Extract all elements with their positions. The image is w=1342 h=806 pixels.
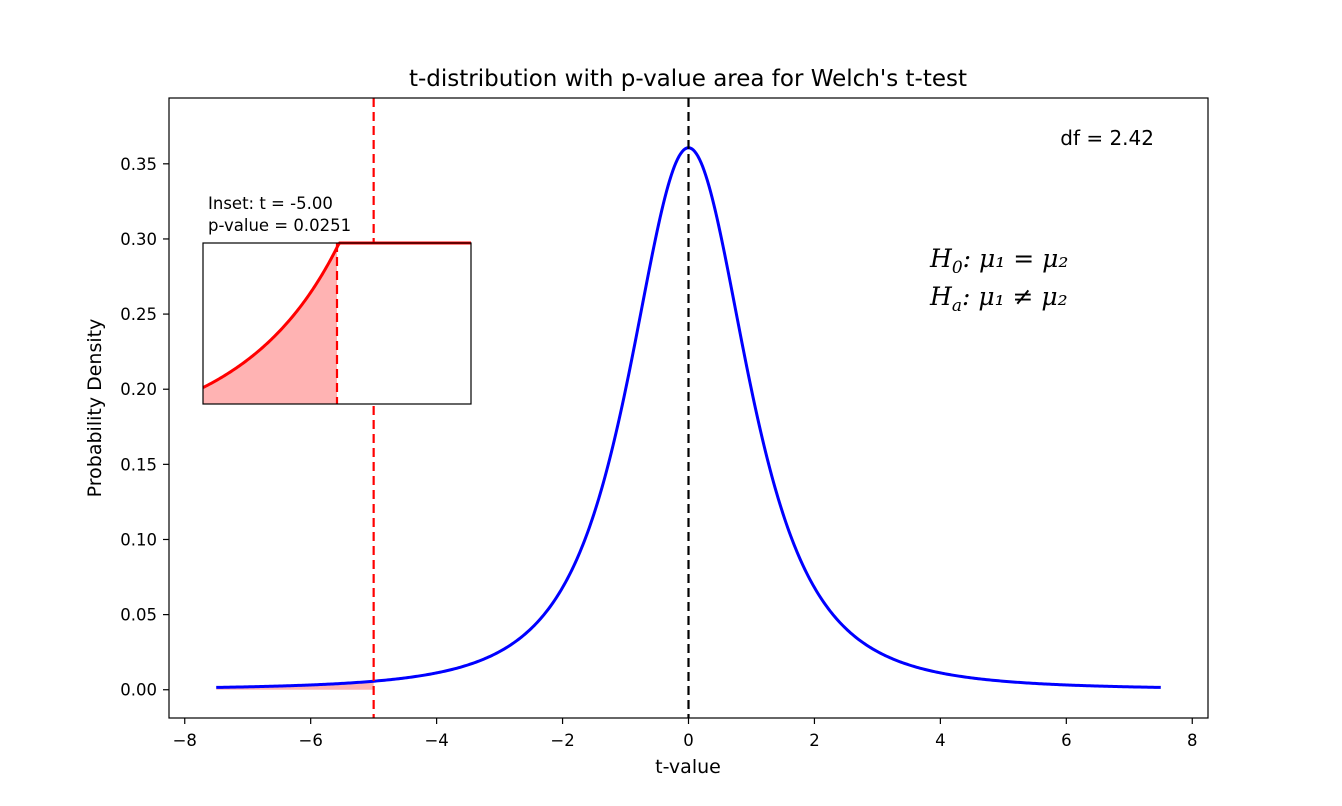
y-axis-label: Probability Density bbox=[84, 319, 106, 498]
inset-tail-area bbox=[203, 247, 337, 404]
x-tick-label: 6 bbox=[1061, 731, 1072, 750]
x-tick-label: −2 bbox=[550, 731, 574, 750]
x-tick-label: 2 bbox=[809, 731, 820, 750]
null-hypothesis: H0: μ₁ = μ₂ bbox=[929, 244, 1068, 278]
y-tick-label: 0.15 bbox=[120, 455, 157, 474]
alternative-hypothesis: Ha: μ₁ ≠ μ₂ bbox=[929, 282, 1068, 316]
inset-plot: Inset: t = -5.00 p-value = 0.0251 bbox=[202, 194, 472, 405]
degrees-of-freedom-label: df = 2.42 bbox=[1060, 126, 1154, 150]
chart-title: t-distribution with p-value area for Wel… bbox=[409, 66, 967, 92]
x-axis-ticks: −8 −6 −4 −2 0 2 4 6 8 bbox=[173, 718, 1198, 750]
y-tick-label: 0.10 bbox=[120, 530, 157, 549]
inset-frame bbox=[202, 242, 472, 405]
x-tick-label: 4 bbox=[935, 731, 946, 750]
y-tick-label: 0.00 bbox=[120, 681, 157, 700]
x-tick-label: −8 bbox=[173, 731, 197, 750]
y-tick-label: 0.30 bbox=[120, 230, 157, 249]
main-plot-area bbox=[168, 97, 1209, 719]
x-axis-label: t-value bbox=[655, 756, 721, 778]
x-tick-label: 0 bbox=[683, 731, 694, 750]
y-tick-label: 0.25 bbox=[120, 305, 157, 324]
y-tick-label: 0.35 bbox=[120, 155, 157, 174]
inset-p-value-label: p-value = 0.0251 bbox=[208, 216, 351, 235]
inset-t-label: Inset: t = -5.00 bbox=[208, 194, 333, 213]
x-tick-label: −4 bbox=[424, 731, 448, 750]
x-tick-label: 8 bbox=[1187, 731, 1198, 750]
y-axis-ticks: 0.00 0.05 0.10 0.15 0.20 0.25 0.30 0.35 bbox=[120, 155, 169, 700]
hypotheses-block: H0: μ₁ = μ₂ Ha: μ₁ ≠ μ₂ bbox=[929, 244, 1068, 316]
y-tick-label: 0.20 bbox=[120, 380, 157, 399]
x-tick-label: −6 bbox=[299, 731, 323, 750]
y-tick-label: 0.05 bbox=[120, 606, 157, 625]
